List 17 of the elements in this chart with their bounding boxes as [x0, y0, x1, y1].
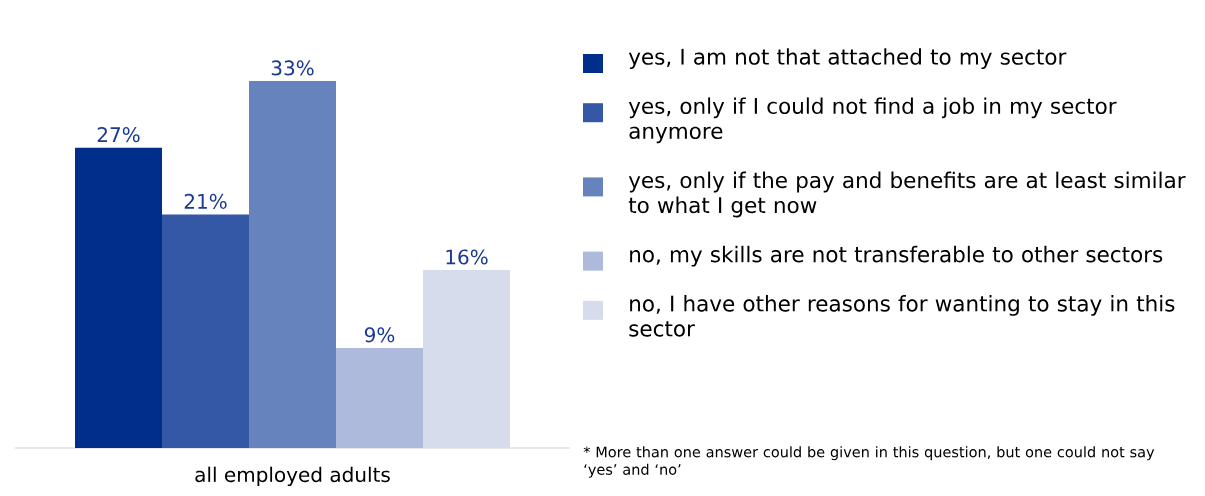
text: * More than one answer could be given in this question, but one could not say ‘yes’ and ‘no’: [583, 446, 1155, 478]
bar: [75, 147, 162, 448]
x-axis-title: all employed adults: [195, 466, 390, 487]
legend-label: yes, I am not that attached to my sector: [628, 48, 1067, 69]
legend-label: yes, only if I could not find a job in my sector anymore: [628, 97, 1117, 144]
data-label: 16%: [446, 249, 488, 265]
bar: [249, 81, 336, 448]
data-label: 21%: [184, 193, 227, 209]
bar: [423, 270, 510, 448]
legend-label: no, my skills are not transferable to other sectors: [630, 245, 1163, 267]
bar: [162, 214, 249, 448]
data-label: 9%: [364, 327, 395, 343]
data-label: 27%: [97, 127, 140, 143]
legend-label: no, I have other reasons for wanting to stay in this sector: [629, 295, 1175, 337]
legend-label: yes, only if the pay and benefits are at least similar to what I get now: [628, 171, 1186, 218]
data-label: 33%: [271, 60, 314, 76]
bar: [336, 347, 423, 448]
